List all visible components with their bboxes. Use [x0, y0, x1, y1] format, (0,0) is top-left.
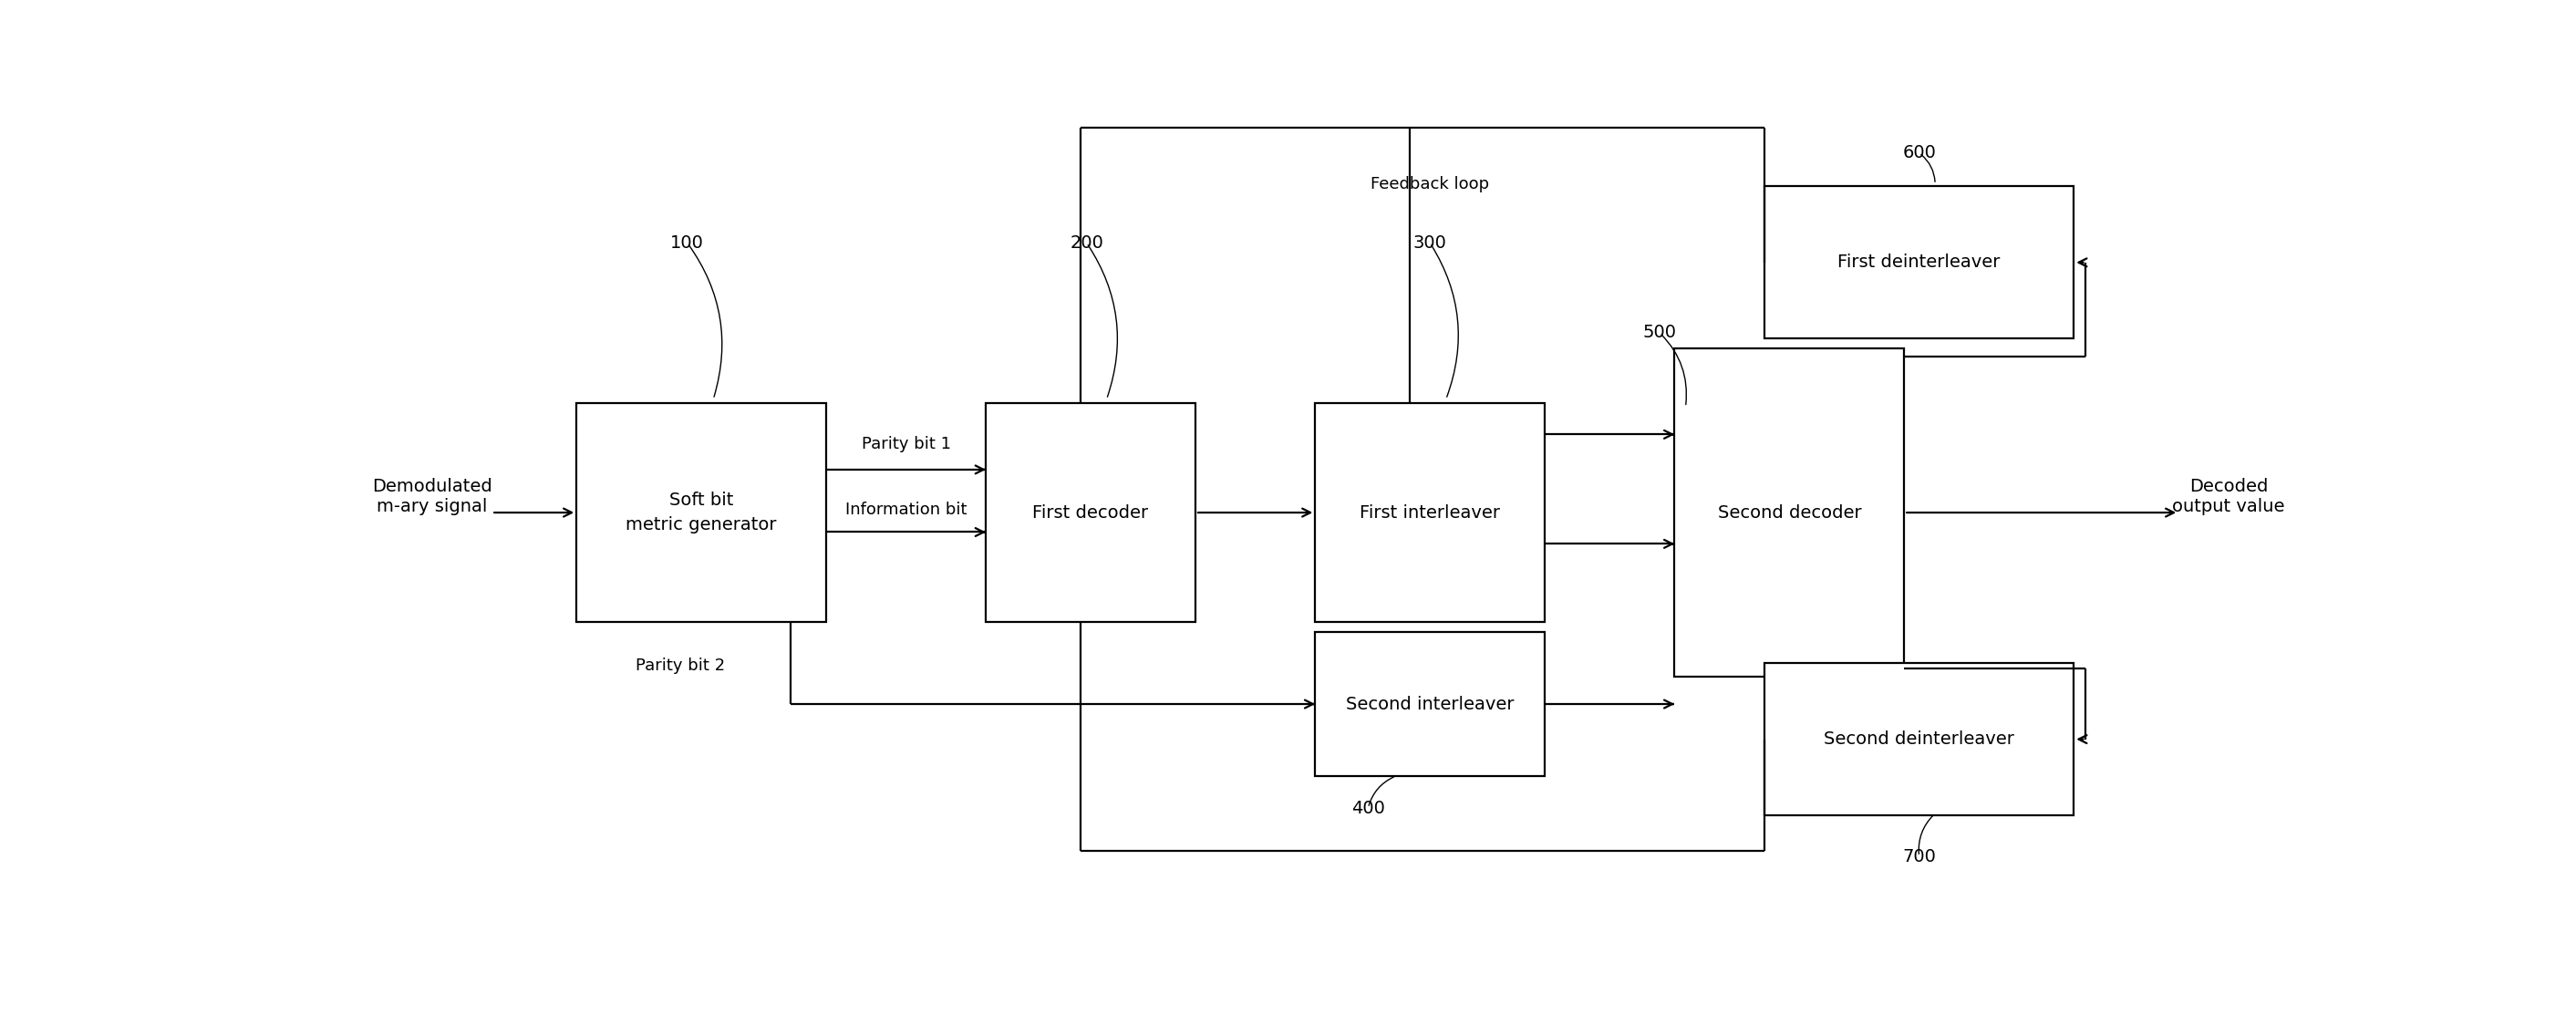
Bar: [1674, 348, 1904, 677]
Text: 400: 400: [1352, 800, 1386, 817]
Text: 500: 500: [1643, 324, 1677, 341]
Text: Feedback loop: Feedback loop: [1370, 176, 1489, 192]
Text: Soft bit
metric generator: Soft bit metric generator: [626, 492, 778, 533]
Text: Second deinterleaver: Second deinterleaver: [1824, 731, 2014, 748]
Text: 700: 700: [1901, 848, 1937, 865]
Text: First interleaver: First interleaver: [1360, 503, 1499, 522]
Bar: [577, 403, 827, 622]
Text: 100: 100: [670, 234, 703, 252]
Bar: [1316, 631, 1546, 776]
Text: Demodulated
m-ary signal: Demodulated m-ary signal: [371, 478, 492, 516]
Bar: [1765, 663, 2074, 815]
Bar: [987, 403, 1195, 622]
Text: Parity bit 2: Parity bit 2: [636, 657, 724, 674]
Text: First decoder: First decoder: [1033, 503, 1149, 522]
Text: 300: 300: [1414, 234, 1448, 252]
Text: Second decoder: Second decoder: [1718, 503, 1862, 522]
Bar: [1316, 403, 1546, 622]
Text: Parity bit 1: Parity bit 1: [860, 436, 951, 453]
Text: 200: 200: [1069, 234, 1103, 252]
Text: 600: 600: [1901, 144, 1937, 161]
Bar: [1765, 187, 2074, 339]
Text: Information bit: Information bit: [845, 501, 966, 518]
Text: First deinterleaver: First deinterleaver: [1837, 254, 2002, 271]
Text: Second interleaver: Second interleaver: [1345, 695, 1515, 713]
Text: Decoded
output value: Decoded output value: [2172, 478, 2285, 516]
